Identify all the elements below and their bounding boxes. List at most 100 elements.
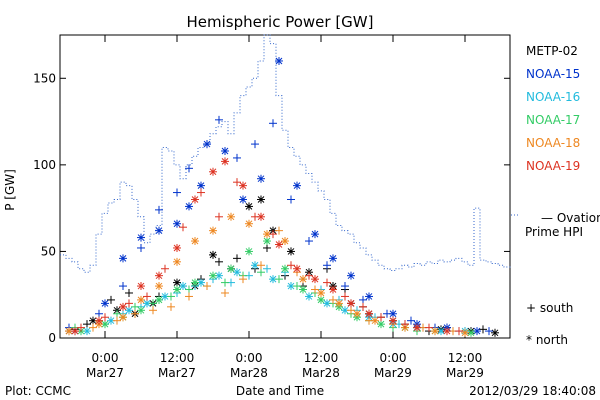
north-point: [329, 285, 337, 294]
x-tick-label-date: Mar29: [374, 366, 412, 380]
south-point: [131, 309, 139, 318]
north-point: [461, 328, 469, 337]
south-point: [89, 323, 97, 332]
south-point: [311, 285, 319, 294]
south-point: [377, 313, 385, 322]
x-tick-label-date: Mar27: [86, 366, 124, 380]
x-tick-label-date: Mar28: [230, 366, 268, 380]
north-point: [293, 181, 301, 190]
north-point: [311, 230, 319, 239]
north-point: [233, 268, 241, 277]
north-point: [443, 327, 451, 336]
north-point: [191, 237, 199, 246]
chart-title: Hemispheric Power [GW]: [187, 13, 374, 31]
south-point: [305, 237, 313, 246]
north-point: [191, 278, 199, 287]
north-point: [329, 254, 337, 263]
south-point: [251, 140, 259, 149]
south-point: [137, 243, 145, 252]
north-point: [155, 271, 163, 280]
north-point: [95, 316, 103, 325]
north-point: [281, 264, 289, 273]
x-axis-ticks: 0:00Mar2712:00Mar270:00Mar2812:00Mar280:…: [86, 35, 484, 380]
north-marker-legend: * north: [526, 333, 568, 347]
south-point: [323, 278, 331, 287]
south-point: [149, 306, 157, 315]
south-point: [125, 299, 133, 308]
y-axis-label: P [GW]: [3, 169, 17, 211]
north-point: [137, 295, 145, 304]
south-point: [275, 275, 283, 284]
south-point: [107, 295, 115, 304]
south-point: [77, 323, 85, 332]
north-point: [317, 295, 325, 304]
south-point: [287, 195, 295, 204]
south-point: [359, 295, 367, 304]
south-point: [425, 323, 433, 332]
south-point: [185, 285, 193, 294]
north-point: [155, 295, 163, 304]
north-point: [203, 140, 211, 149]
north-point: [353, 309, 361, 318]
south-point: [305, 271, 313, 280]
south-point: [179, 223, 187, 232]
plot-timestamp: 2012/03/29 18:40:08: [469, 384, 596, 398]
south-point: [263, 264, 271, 273]
north-point: [185, 202, 193, 211]
south-point: [161, 264, 169, 273]
north-point: [347, 271, 355, 280]
legend-entry: NOAA-19: [526, 159, 580, 173]
north-point: [125, 306, 133, 315]
north-point: [119, 302, 127, 311]
x-tick-label-time: 12:00: [304, 351, 339, 365]
satellite-points-layer: [65, 56, 499, 337]
north-point: [317, 288, 325, 297]
north-point: [281, 237, 289, 246]
model-legend-line1: — Ovation: [541, 211, 600, 225]
north-point: [179, 282, 187, 291]
x-tick-label-date: Mar29: [446, 366, 484, 380]
north-point: [221, 147, 229, 156]
north-point: [239, 195, 247, 204]
north-point: [299, 275, 307, 284]
plot-credit: Plot: CCMC: [5, 384, 71, 398]
south-point: [95, 309, 103, 318]
north-point: [173, 257, 181, 266]
south-point: [287, 261, 295, 270]
south-point: [479, 325, 487, 334]
north-point: [209, 226, 217, 235]
north-point: [137, 233, 145, 242]
south-point: [233, 178, 241, 187]
south-point: [101, 313, 109, 322]
north-point: [221, 157, 229, 166]
north-point: [209, 250, 217, 259]
north-point: [239, 181, 247, 190]
north-point: [365, 309, 373, 318]
north-point: [137, 282, 145, 291]
south-point: [257, 268, 265, 277]
south-point: [215, 257, 223, 266]
south-point: [455, 327, 463, 336]
south-point: [83, 320, 91, 329]
north-point: [287, 247, 295, 256]
y-tick-label: 50: [41, 244, 56, 258]
north-point: [413, 323, 421, 332]
north-point: [245, 247, 253, 256]
ovation-model-line: [60, 34, 511, 273]
south-point: [293, 282, 301, 291]
legend-entry: NOAA-18: [526, 136, 580, 150]
north-point: [389, 316, 397, 325]
north-point: [155, 282, 163, 291]
plot-frame: [59, 34, 511, 339]
north-point: [491, 328, 499, 337]
south-point: [131, 302, 139, 311]
x-tick-label-date: Mar28: [302, 366, 340, 380]
north-point: [377, 320, 385, 329]
north-point: [173, 285, 181, 294]
south-point: [341, 282, 349, 291]
south-point: [215, 115, 223, 124]
south-point: [215, 212, 223, 221]
north-point: [71, 327, 79, 336]
south-point: [233, 254, 241, 263]
